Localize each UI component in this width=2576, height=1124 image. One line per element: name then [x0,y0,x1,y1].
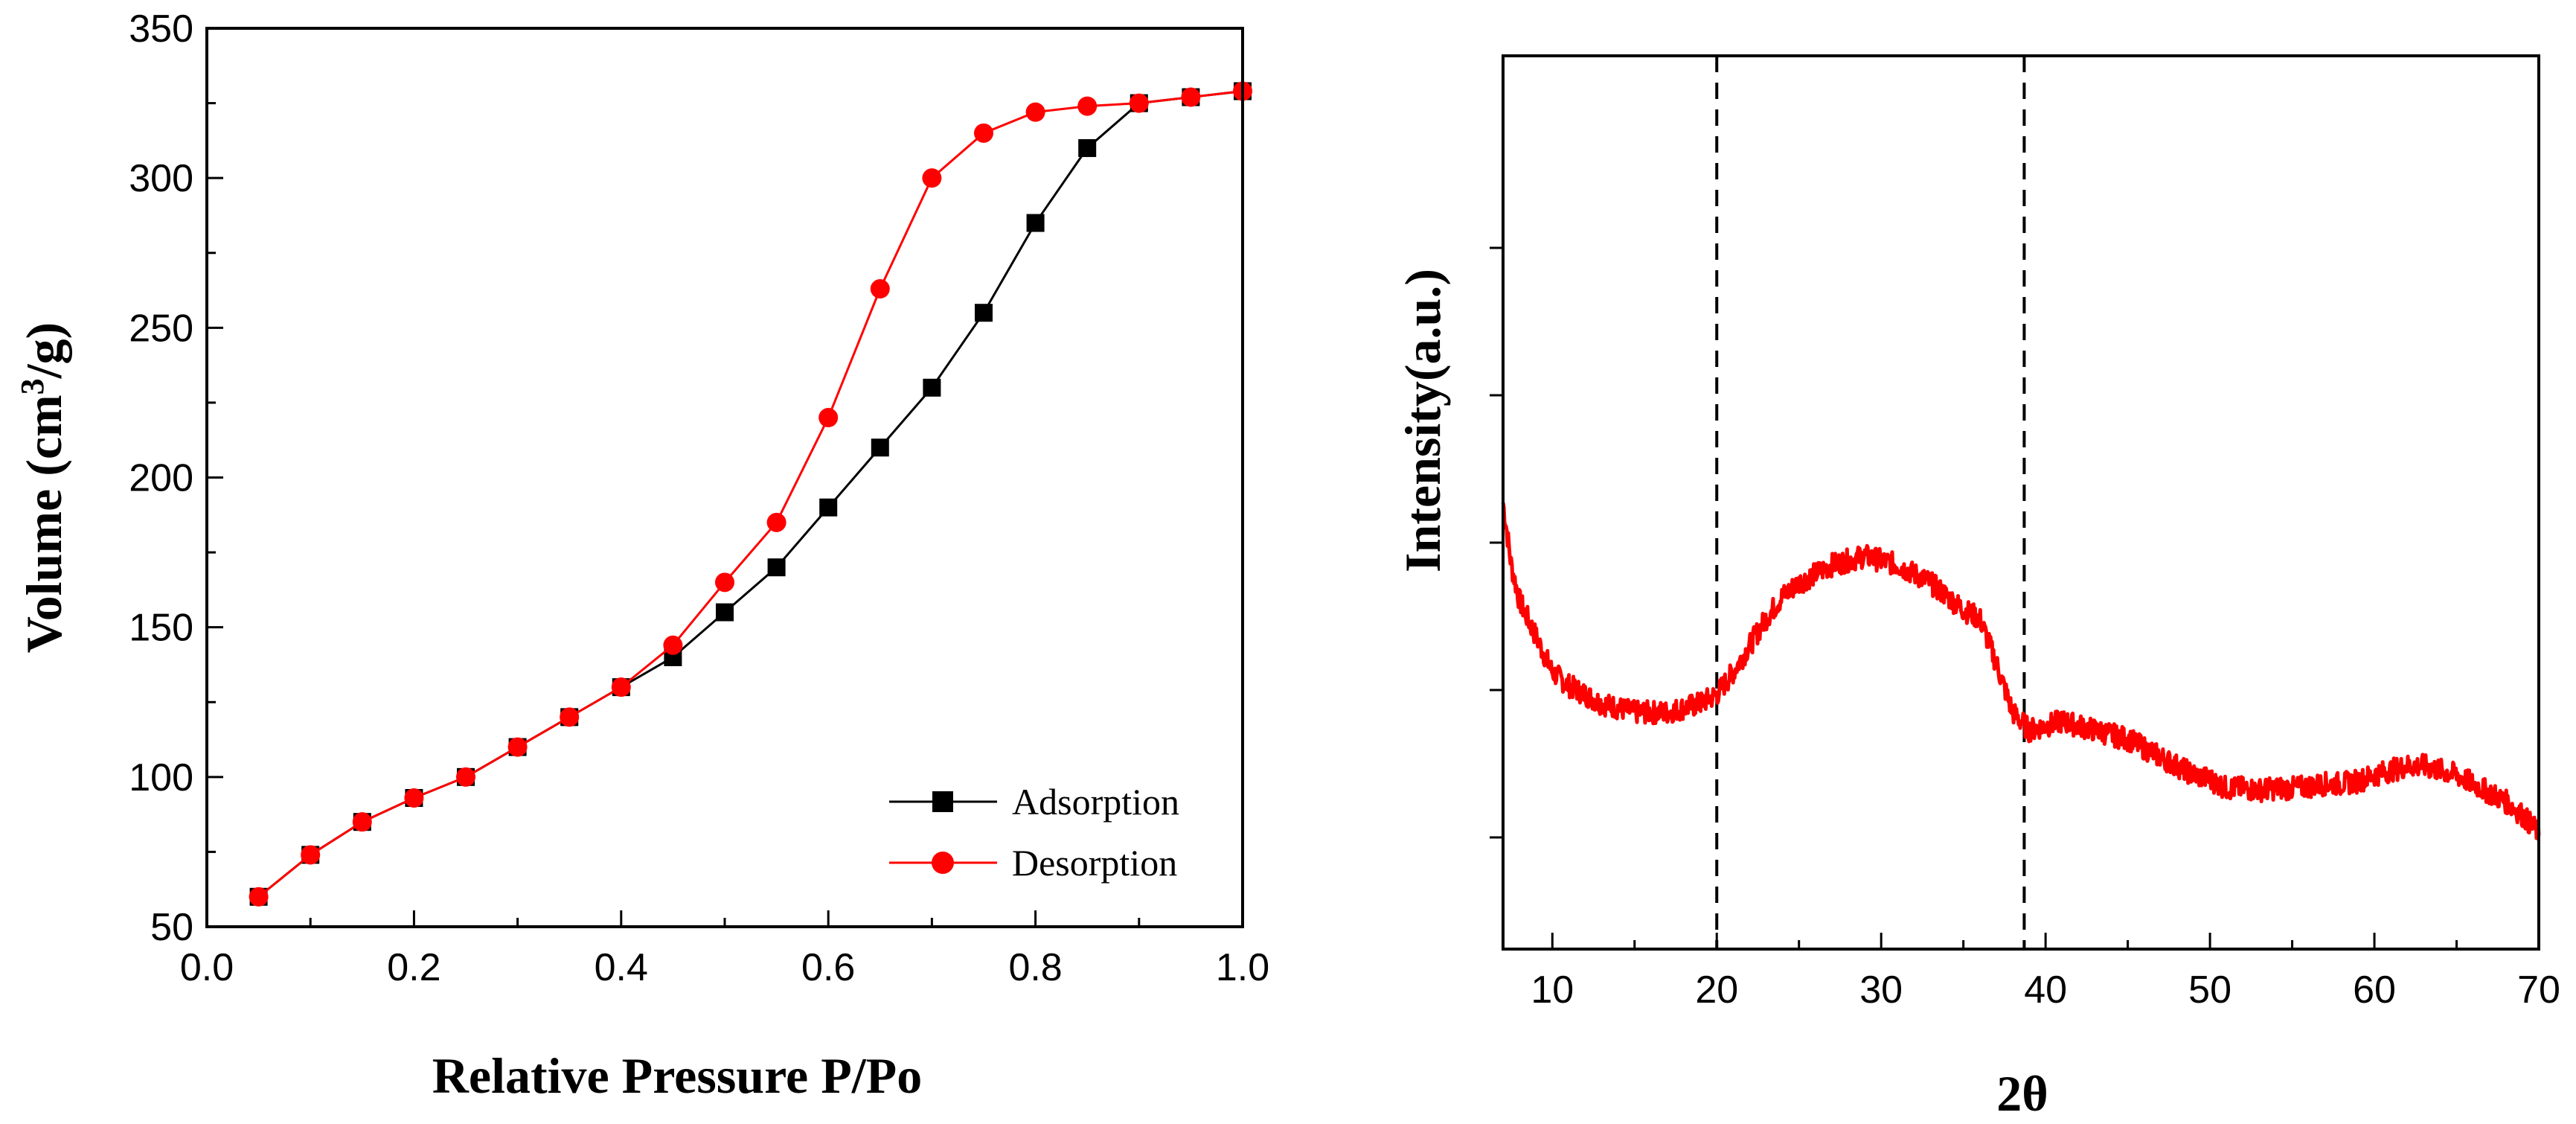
desorption-point [1025,102,1045,122]
isotherm-series-group [249,81,1252,907]
isotherm-y-axis-title-suffix: /g) [16,322,72,380]
desorption-point [404,788,424,808]
x-tick-label: 20 [1695,968,1738,1012]
y-tick-label: 250 [129,307,193,350]
x-tick-label: 60 [2353,968,2396,1012]
legend-desorption-label: Desorption [1012,842,1177,884]
desorption-point [1077,96,1098,116]
xrd-series-group [1501,502,2541,840]
adsorption-point [767,558,786,577]
xrd-x-tick-labels: 10 20 30 40 50 60 70 [1531,968,2560,1012]
isotherm-chart: 0.0 0.2 0.4 0.6 0.8 1.0 50100150200250300350 … [14,7,1269,1104]
xrd-plot-frame [1502,54,2540,951]
x-tick-label: 0.0 [180,946,234,989]
isotherm-y-axis-title-prefix: Volume (cm [16,395,72,653]
desorption-point [1181,87,1201,107]
y-tick-label: 350 [129,7,193,51]
adsorption-point [716,603,734,622]
y-tick-label: 150 [129,607,193,650]
desorption-point [301,845,321,865]
desorption-point [456,767,475,787]
isotherm-plot-frame [205,27,1244,928]
desorption-point [611,677,631,697]
xrd-x-axis-title: 2θ [1996,1065,2048,1122]
x-tick-label: 0.8 [1008,946,1062,989]
x-tick-label: 70 [2517,968,2560,1012]
y-tick-label: 300 [129,157,193,200]
xrd-pattern-line [1501,502,2541,840]
legend-desorption-marker [932,852,954,874]
x-tick-label: 50 [2188,968,2231,1012]
desorption-line [257,89,1243,898]
isotherm-x-tick-labels: 0.0 0.2 0.4 0.6 0.8 1.0 [180,946,1269,989]
xrd-reference-lines [1715,56,2026,949]
isotherm-x-axis-title: Relative Pressure P/Po [432,1047,922,1104]
y-tick-label: 100 [129,756,193,799]
isotherm-legend: Adsorption Desorption [889,781,1179,884]
isotherm-y-tick-labels: 50 100 150 200 250 300 350 [129,7,193,949]
xrd-tick-marks [1490,246,2540,949]
x-tick-label: 1.0 [1216,946,1269,989]
x-tick-label: 0.4 [595,946,648,989]
desorption-point [715,572,734,593]
desorption-point [818,408,839,428]
desorption-point [870,279,890,299]
series-desorption [249,81,1252,907]
desorption-point [922,168,942,188]
adsorption-point [871,438,889,457]
desorption-point [1129,93,1149,113]
isotherm-y-axis-title-superscript: 3 [14,378,51,395]
adsorption-point [975,304,993,322]
legend-adsorption-marker [932,791,953,812]
desorption-point [766,512,786,532]
desorption-point [974,123,993,143]
adsorption-point [1026,214,1045,232]
isotherm-y-axis-title: Volume (cm3/g) [14,322,72,653]
x-tick-label: 30 [1859,968,1903,1012]
adsorption-point [923,378,941,397]
adsorption-point [819,498,838,517]
desorption-point [560,707,580,727]
desorption-point [663,635,683,655]
legend-adsorption-label: Adsorption [1012,781,1179,823]
desorption-point [352,812,372,832]
x-tick-label: 10 [1531,968,1574,1012]
adsorption-point [1078,138,1097,157]
x-tick-label: 0.6 [801,946,855,989]
y-tick-label: 200 [129,457,193,500]
desorption-point [249,887,269,907]
desorption-point [507,737,528,757]
xrd-chart: 10 20 30 40 50 60 70 2θ Intensity(a.u.) [1394,54,2560,1122]
x-tick-label: 0.2 [387,946,440,989]
xrd-y-axis-title: Intensity(a.u.) [1394,269,1451,572]
y-tick-label: 50 [150,906,193,949]
adsorption-line [257,89,1243,898]
x-tick-label: 40 [2024,968,2067,1012]
